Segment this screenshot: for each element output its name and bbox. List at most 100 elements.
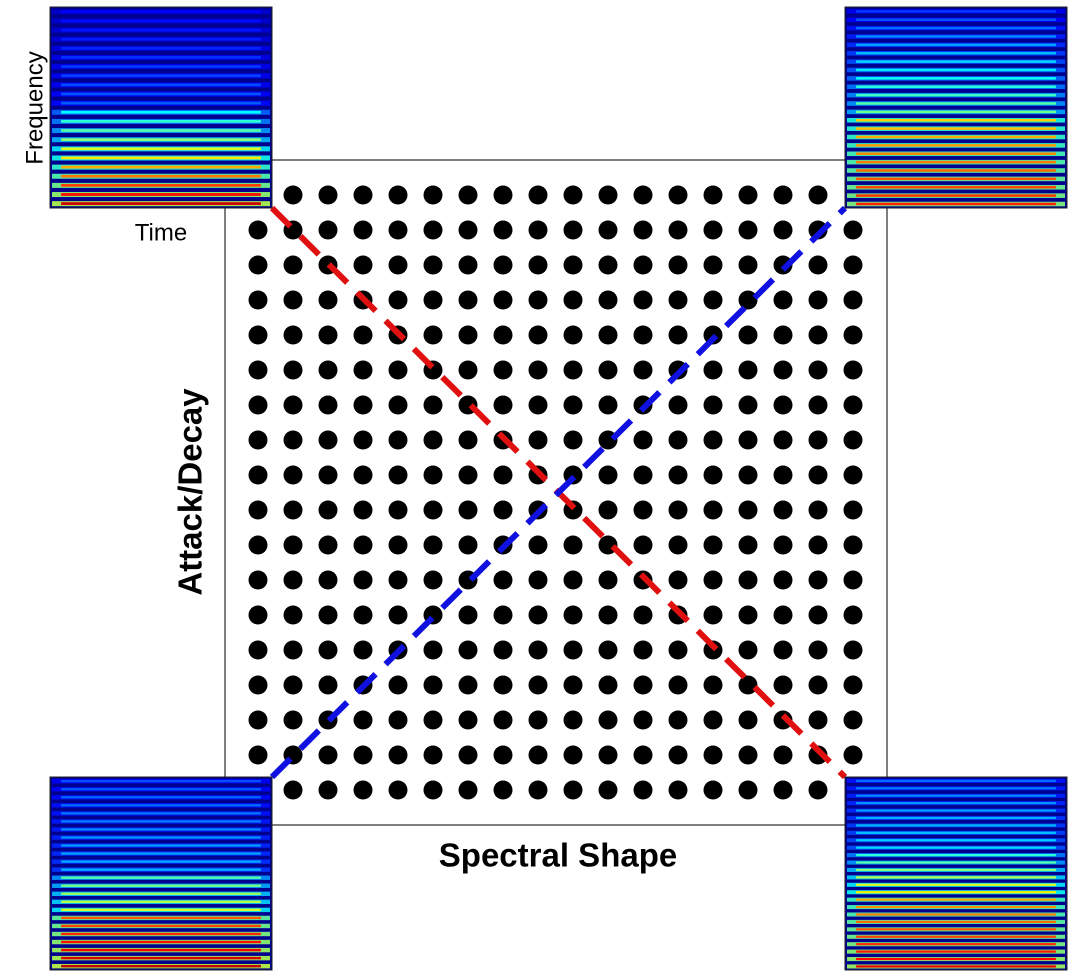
dot: [668, 780, 688, 800]
dot: [458, 605, 478, 625]
harmonic-core: [61, 174, 261, 178]
dot: [773, 255, 793, 275]
dot: [318, 570, 338, 590]
dot: [318, 535, 338, 555]
dot: [458, 255, 478, 275]
dot: [423, 640, 443, 660]
harmonic-core: [856, 194, 1056, 197]
dot: [458, 745, 478, 765]
harmonic-core: [61, 884, 261, 887]
dot: [598, 325, 618, 345]
dot: [703, 745, 723, 765]
dot: [248, 710, 268, 730]
dot: [773, 325, 793, 345]
dot: [458, 780, 478, 800]
dot: [843, 640, 863, 660]
harmonic-core: [856, 60, 1056, 63]
dot: [283, 570, 303, 590]
harmonic-core: [856, 883, 1056, 886]
harmonic-core: [856, 794, 1056, 797]
harmonic-core: [856, 943, 1056, 946]
harmonic-core: [856, 51, 1056, 55]
dot: [248, 430, 268, 450]
dot: [493, 255, 513, 275]
harmonic-core: [856, 898, 1056, 901]
dot: [808, 185, 828, 205]
harmonic-core: [61, 37, 261, 41]
dot: [773, 395, 793, 415]
dot: [563, 745, 583, 765]
dot: [493, 395, 513, 415]
harmonic-core: [856, 160, 1056, 164]
dot: [423, 675, 443, 695]
dot: [703, 360, 723, 380]
harmonic-core: [61, 868, 261, 871]
harmonic-core: [856, 861, 1056, 864]
dot: [703, 430, 723, 450]
dot: [493, 710, 513, 730]
dot: [528, 290, 548, 310]
dot: [248, 570, 268, 590]
dot: [703, 255, 723, 275]
harmonic-core: [61, 956, 261, 960]
dot: [633, 535, 653, 555]
harmonic-core: [61, 828, 261, 831]
dot: [318, 675, 338, 695]
dot: [738, 780, 758, 800]
harmonic-core: [61, 860, 261, 863]
dot: [388, 465, 408, 485]
dot: [318, 640, 338, 660]
dot: [353, 185, 373, 205]
dot: [423, 570, 443, 590]
harmonic-core: [61, 964, 261, 968]
dot: [318, 220, 338, 240]
dot: [458, 675, 478, 695]
dot: [843, 395, 863, 415]
dot: [633, 500, 653, 520]
dot: [458, 710, 478, 730]
dot: [598, 640, 618, 660]
dot: [528, 535, 548, 555]
dot: [283, 710, 303, 730]
dot: [283, 535, 303, 555]
dot: [808, 780, 828, 800]
harmonic-core: [61, 924, 261, 928]
dot: [353, 605, 373, 625]
dot: [843, 605, 863, 625]
dot: [773, 360, 793, 380]
dot: [703, 710, 723, 730]
dot: [528, 325, 548, 345]
dot: [458, 640, 478, 660]
dot: [668, 220, 688, 240]
dot: [423, 185, 443, 205]
dot: [808, 220, 828, 240]
dot: [808, 640, 828, 660]
dot: [703, 675, 723, 695]
dot: [703, 570, 723, 590]
dot: [493, 780, 513, 800]
dot: [388, 675, 408, 695]
harmonic-core: [856, 202, 1056, 206]
dot: [528, 675, 548, 695]
harmonic-core: [61, 876, 261, 879]
dot: [353, 780, 373, 800]
harmonic-core: [61, 165, 261, 169]
dot: [738, 185, 758, 205]
dot: [353, 360, 373, 380]
dot: [353, 395, 373, 415]
dot: [738, 605, 758, 625]
harmonic-core: [61, 796, 261, 799]
dot: [493, 360, 513, 380]
dot: [843, 220, 863, 240]
harmonic-core: [856, 779, 1056, 782]
dot: [738, 535, 758, 555]
dot: [458, 360, 478, 380]
dot: [738, 710, 758, 730]
dot: [598, 605, 618, 625]
spectrogram: [844, 776, 1068, 971]
dot: [493, 220, 513, 240]
dot: [738, 465, 758, 485]
dot: [633, 220, 653, 240]
dot: [283, 500, 303, 520]
